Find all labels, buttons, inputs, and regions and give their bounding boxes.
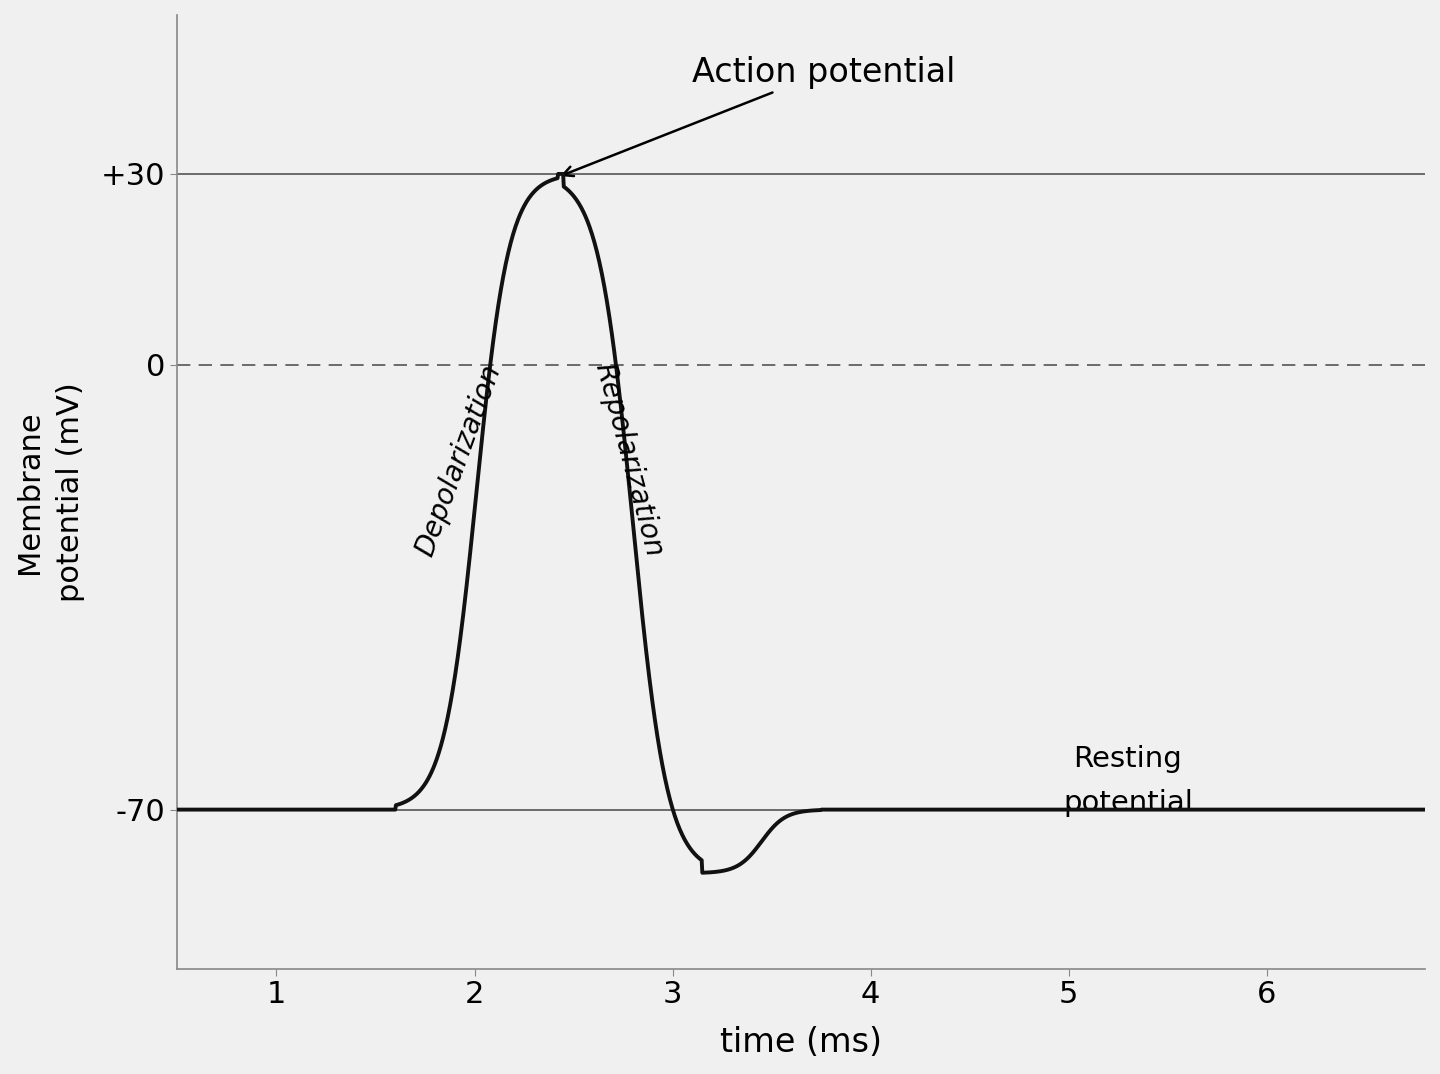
Y-axis label: Membrane
potential (mV): Membrane potential (mV) (14, 382, 85, 601)
Text: Resting: Resting (1074, 744, 1182, 773)
Text: Repolarization: Repolarization (589, 360, 668, 560)
Text: Action potential: Action potential (563, 56, 956, 176)
Text: Depolarization: Depolarization (410, 361, 507, 560)
Text: potential: potential (1063, 789, 1192, 817)
X-axis label: time (ms): time (ms) (720, 1026, 883, 1059)
